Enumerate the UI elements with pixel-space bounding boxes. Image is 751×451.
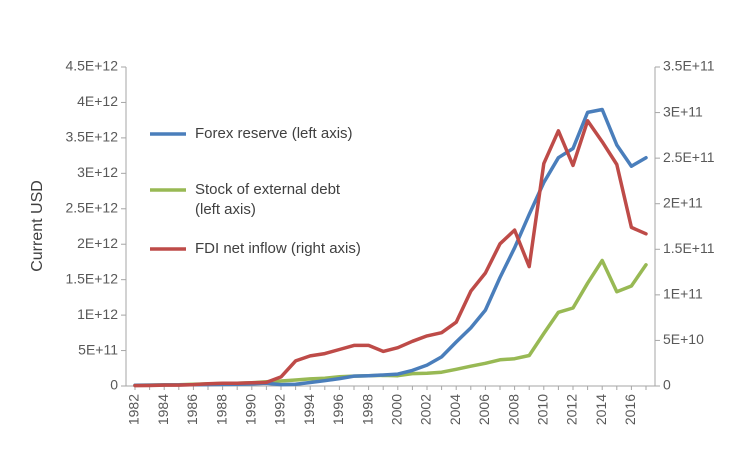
- left-axis-tick-label: 2.5E+12: [65, 199, 118, 215]
- left-axis-tick-label: 3E+12: [77, 164, 118, 180]
- x-axis-tick-label: 2016: [622, 394, 638, 425]
- x-axis-tick-label: 1992: [272, 394, 288, 425]
- left-axis-tick-label: 4.5E+12: [65, 58, 118, 74]
- x-axis-tick-label: 1998: [359, 394, 375, 425]
- x-axis-tick-label: 2008: [505, 394, 521, 425]
- x-axis-tick-label: 1988: [213, 394, 229, 425]
- x-axis-tick-label: 2006: [476, 394, 492, 425]
- x-axis-tick-label: 1986: [184, 394, 200, 425]
- right-axis-tick-label: 5E+10: [663, 331, 704, 347]
- left-axis-tick-label: 1.5E+12: [65, 270, 118, 286]
- x-axis-tick-label: 2010: [535, 394, 551, 425]
- series-line-fdi-net-inflow: [133, 119, 648, 388]
- x-axis-tick-label: 2012: [564, 394, 580, 425]
- legend-label-fdi-net-inflow: FDI net inflow (right axis): [195, 240, 361, 257]
- series-line-stock-of-external-debt: [133, 258, 648, 388]
- left-axis-tick-label: 4E+12: [77, 93, 118, 109]
- legend: Forex reserve (left axis) Stock of extern…: [150, 125, 361, 257]
- right-axis-tick-label: 3.5E+11: [663, 58, 715, 74]
- x-axis-tick-label: 1990: [243, 394, 259, 425]
- series-layer: [133, 107, 648, 388]
- left-axis-tick-label: 1E+12: [77, 306, 118, 322]
- left-axis-tick-label: 2E+12: [77, 235, 118, 251]
- left-axis-tick-label: 0: [110, 377, 118, 393]
- x-axis-tick-label: 2004: [447, 394, 463, 425]
- y-axis-title: Current USD: [29, 180, 46, 272]
- right-axis-tick-label: 2E+11: [663, 194, 703, 210]
- x-axis-tick-label: 1982: [126, 394, 142, 425]
- legend-label-forex-reserve: Forex reserve (left axis): [195, 125, 353, 142]
- x-axis-tick-label: 2014: [593, 394, 609, 425]
- right-axis-tick-label: 1.5E+11: [663, 240, 715, 256]
- right-axis-tick-label: 0: [663, 377, 671, 393]
- right-axis-tick-label: 3E+11: [663, 103, 703, 119]
- x-axis-tick-label: 1984: [155, 394, 171, 425]
- axes: 0 5E+11 1E+12 1.5E+12 2E+12 2.5E+12 3E+12 3.5E+…: [65, 58, 714, 425]
- left-axis-tick-label: 5E+11: [78, 341, 118, 357]
- x-axis-tick-label: 2000: [389, 394, 405, 425]
- x-axis-tick-label: 1996: [330, 394, 346, 425]
- left-axis-tick-label: 3.5E+12: [65, 129, 118, 145]
- right-axis-tick-label: 2.5E+11: [663, 149, 715, 165]
- x-axis-tick-label: 2002: [418, 394, 434, 425]
- legend-label-stock-of-external-debt: Stock of external debt (left axis): [195, 181, 341, 218]
- right-axis-tick-label: 1E+11: [663, 286, 703, 302]
- x-axis-tick-label: 1994: [301, 394, 317, 425]
